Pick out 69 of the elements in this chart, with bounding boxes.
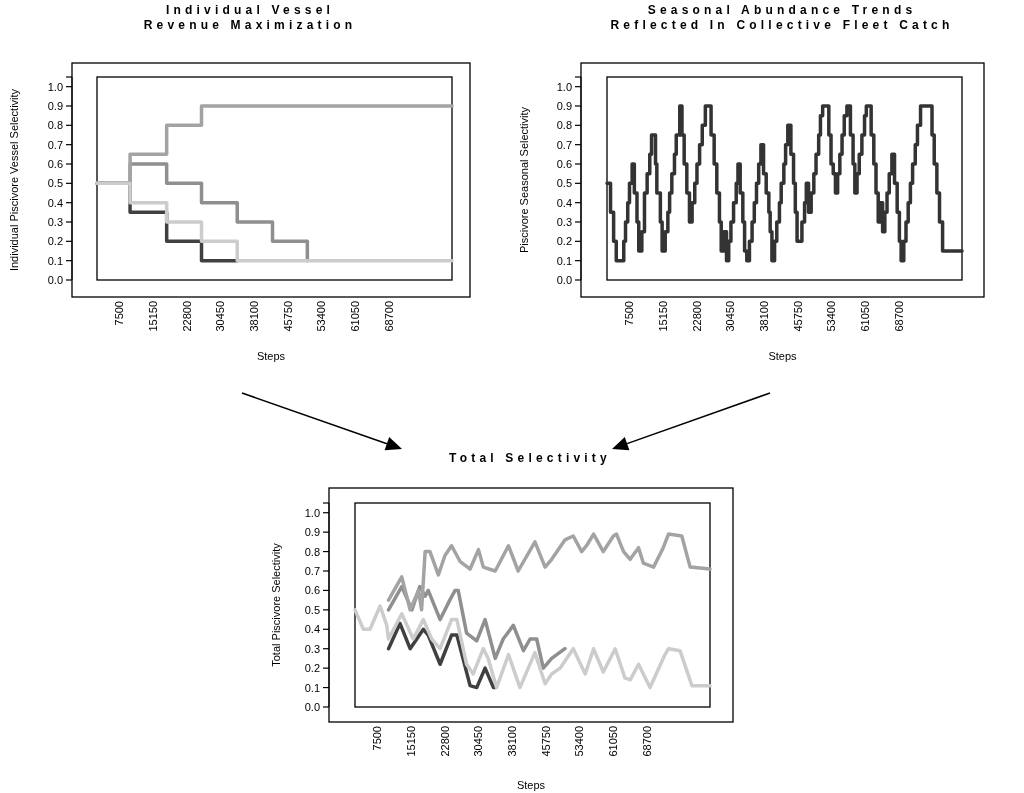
y-tick-label: 0.7 — [556, 138, 572, 151]
chart-title: Total Selectivity — [449, 451, 611, 465]
x-tick-label: 30450 — [472, 726, 485, 757]
x-tick-label: 30450 — [724, 301, 737, 332]
y-tick-label: 0.7 — [47, 138, 63, 151]
x-tick-label: 45750 — [791, 301, 804, 332]
y-tick-label: 0.4 — [304, 623, 320, 636]
y-tick-label: 0.5 — [47, 177, 63, 190]
x-tick-label: 7500 — [623, 301, 636, 326]
x-tick-label: 68700 — [892, 301, 905, 332]
y-tick-label: 0.3 — [47, 216, 63, 228]
y-tick-label: 0.1 — [556, 254, 572, 267]
x-tick-label: 61050 — [349, 301, 362, 332]
y-tick-label: 0.6 — [47, 158, 63, 170]
y-tick-label: 0.3 — [304, 642, 320, 655]
y-tick-label: 0.0 — [556, 274, 572, 286]
y-tick-label: 0.9 — [47, 100, 63, 112]
y-tick-label: 0.4 — [47, 196, 63, 209]
x-tick-label: 7500 — [113, 301, 126, 326]
y-tick-label: 0.0 — [47, 274, 63, 286]
x-tick-label: 30450 — [214, 301, 227, 332]
x-tick-label: 15150 — [146, 301, 159, 332]
x-tick-label: 53400 — [573, 726, 586, 757]
x-tick-label: 22800 — [690, 301, 703, 332]
y-tick-label: 0.8 — [556, 119, 572, 132]
y-tick-label: 0.3 — [556, 216, 572, 228]
chart-title: Individual Vessel Revenue Maximization — [143, 3, 357, 32]
y-tick-label: 0.5 — [304, 603, 320, 616]
x-tick-label: 38100 — [247, 301, 260, 332]
x-tick-label: 15150 — [404, 726, 417, 757]
y-tick-label: 0.2 — [47, 235, 63, 248]
y-tick-label: 0.1 — [304, 681, 320, 694]
y-tick-label: 0.8 — [47, 119, 63, 132]
x-tick-label: 38100 — [757, 301, 770, 332]
chart-title: Seasonal Abundance Trends Reflected In Collective Fleet Catch — [610, 3, 954, 32]
x-tick-label: 38100 — [505, 726, 518, 757]
y-tick-label: 0.7 — [304, 565, 320, 577]
y-axis-title: Piscivore Seasonal Selectivity — [518, 106, 530, 254]
x-tick-label: 61050 — [859, 301, 872, 332]
y-tick-label: 0.1 — [47, 254, 63, 267]
y-tick-label: 0.4 — [556, 196, 572, 209]
x-tick-label: 53400 — [825, 301, 838, 332]
x-axis-title: Steps — [516, 779, 546, 791]
x-tick-label: 68700 — [382, 301, 395, 332]
y-tick-label: 0.0 — [304, 701, 320, 713]
x-tick-label: 68700 — [640, 726, 653, 757]
y-tick-label: 0.9 — [556, 100, 572, 112]
y-tick-label: 0.2 — [556, 235, 572, 248]
x-tick-label: 7500 — [371, 726, 384, 751]
x-tick-label: 61050 — [607, 726, 620, 757]
y-tick-label: 1.0 — [556, 80, 572, 93]
y-tick-label: 1.0 — [47, 80, 63, 93]
x-axis-title: Steps — [768, 350, 798, 362]
y-tick-label: 0.8 — [304, 545, 320, 558]
y-tick-label: 0.2 — [304, 662, 320, 675]
x-axis-title: Steps — [256, 350, 286, 362]
x-tick-label: 53400 — [315, 301, 328, 332]
x-tick-label: 15150 — [656, 301, 669, 332]
y-tick-label: 0.9 — [304, 526, 320, 539]
x-tick-label: 45750 — [281, 301, 294, 332]
y-axis-title: Individual Piscivore Vessel Selectivity — [8, 88, 20, 272]
y-axis-title: Total Piscivore Selectivity — [270, 542, 282, 667]
y-tick-label: 1.0 — [304, 506, 320, 519]
y-tick-label: 0.5 — [556, 177, 572, 190]
x-tick-label: 22800 — [438, 726, 451, 757]
x-tick-label: 22800 — [180, 301, 193, 332]
y-tick-label: 0.6 — [304, 584, 320, 597]
x-tick-label: 45750 — [539, 726, 552, 757]
y-tick-label: 0.6 — [556, 158, 572, 170]
